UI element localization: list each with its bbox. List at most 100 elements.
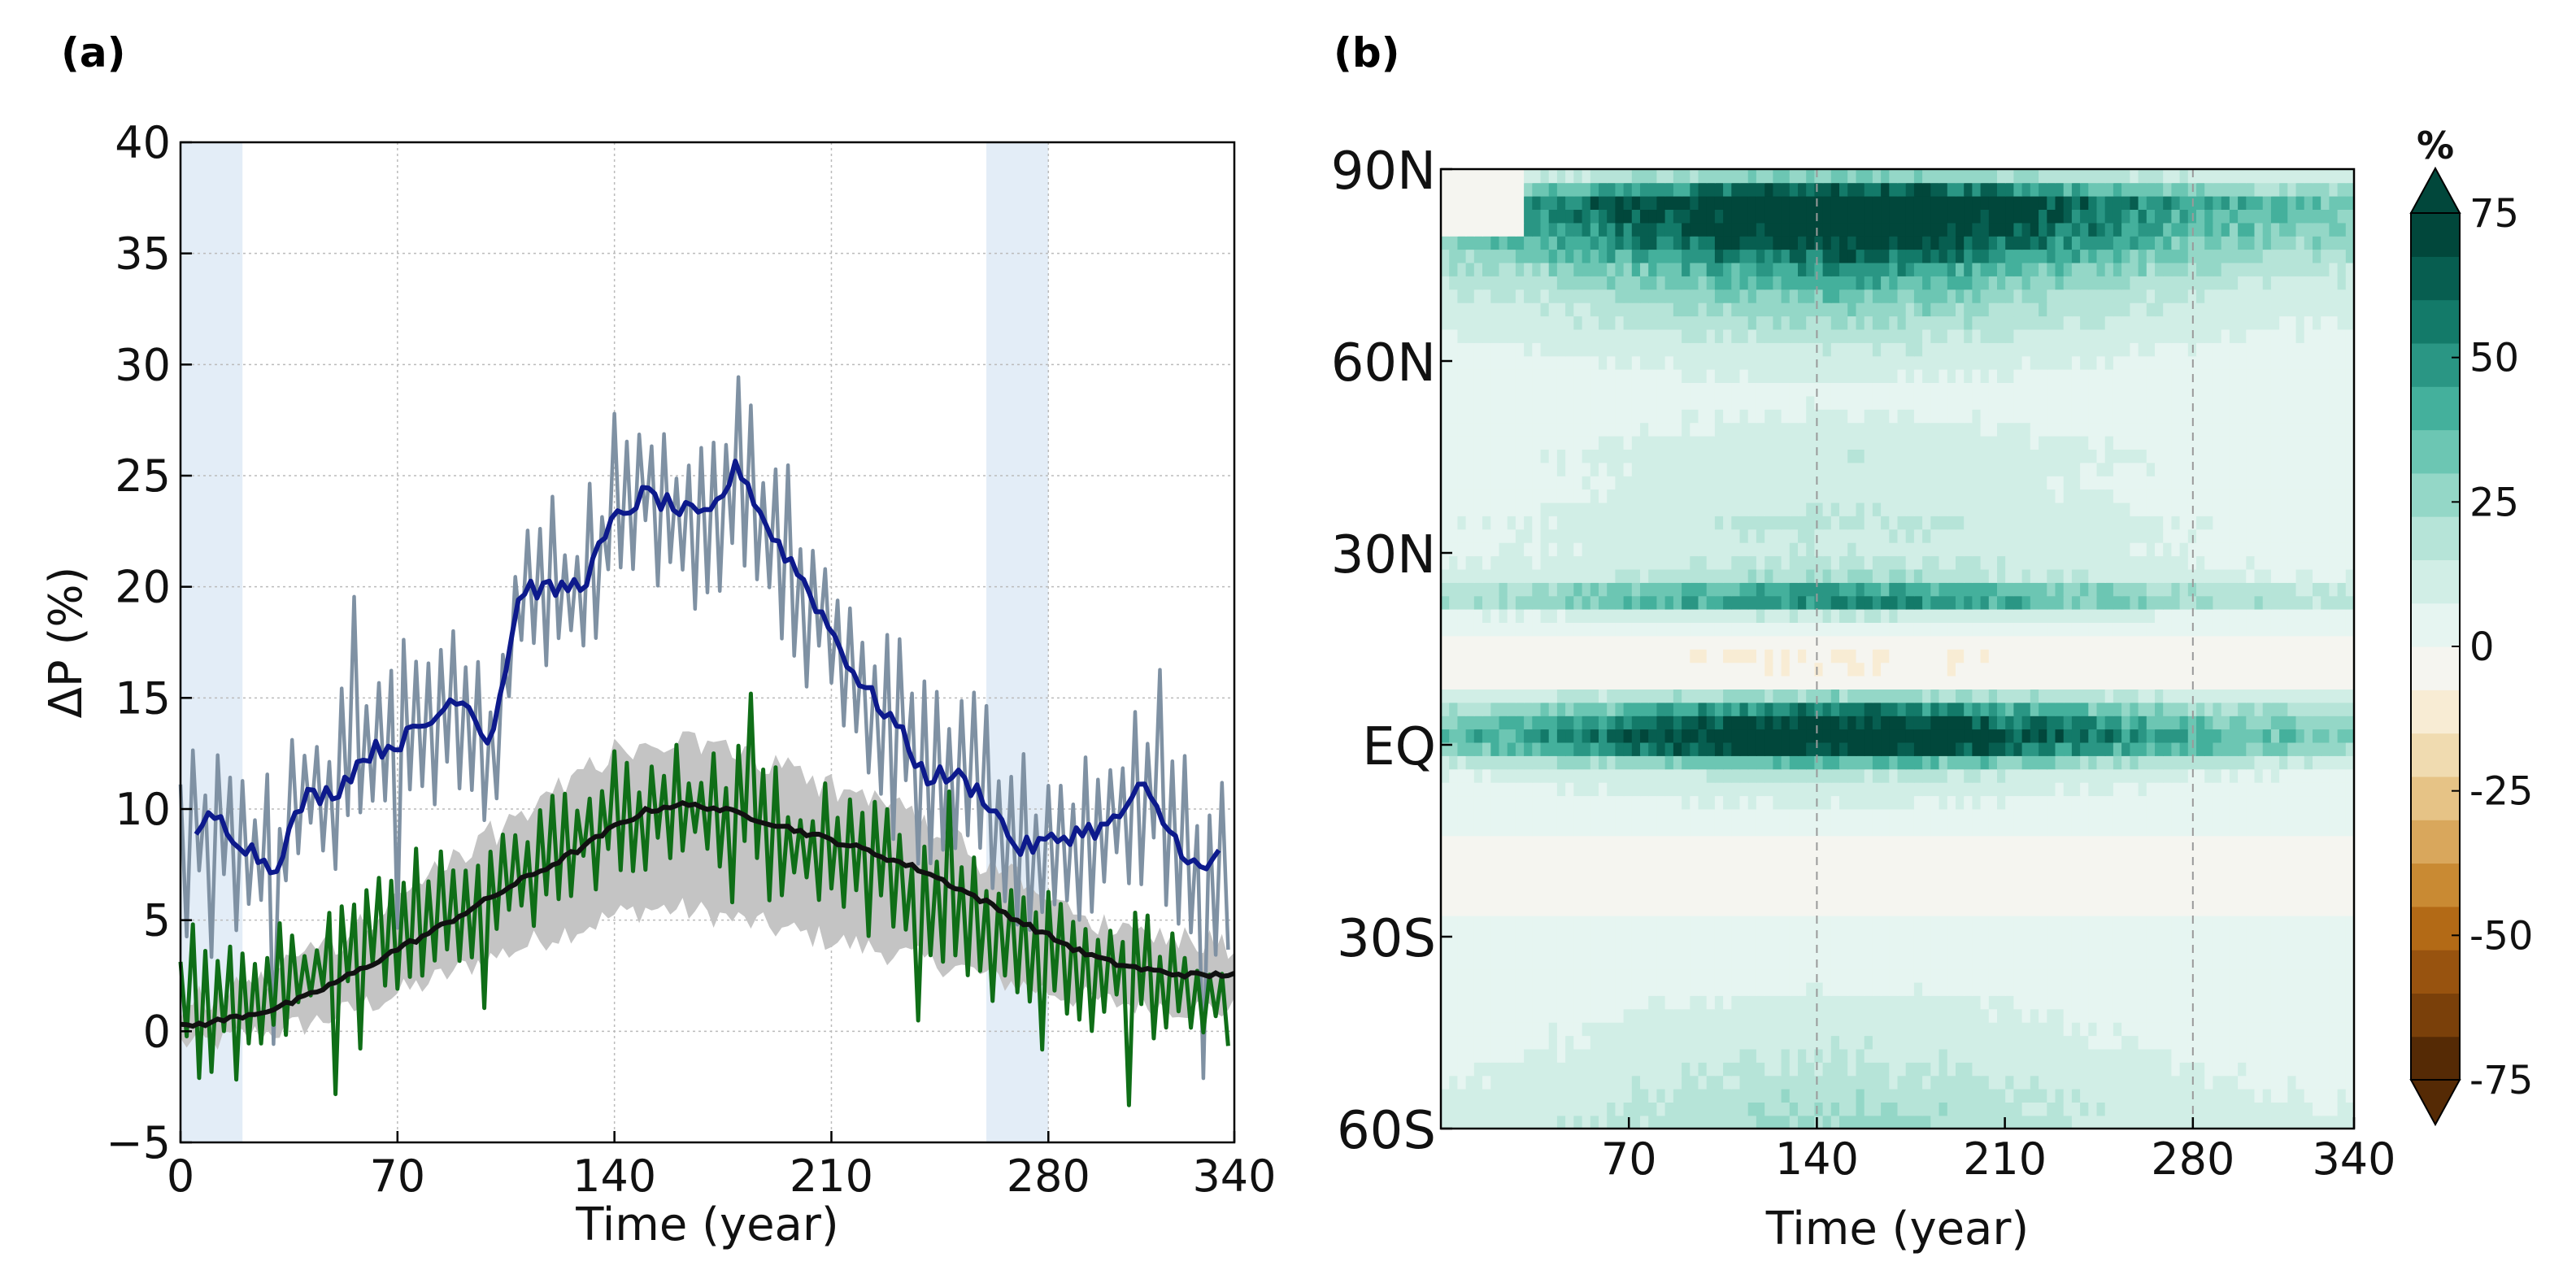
heatmap-cell bbox=[1822, 795, 1832, 810]
heatmap-cell bbox=[2270, 822, 2280, 837]
heatmap-cell bbox=[1441, 835, 1450, 850]
heatmap-cell bbox=[2295, 795, 2305, 810]
heatmap-cell bbox=[2146, 995, 2156, 1010]
heatmap-cell bbox=[1706, 995, 1716, 1010]
heatmap-cell bbox=[1457, 1008, 1467, 1023]
heatmap-cell bbox=[1739, 675, 1749, 690]
heatmap-cell bbox=[2329, 929, 2339, 943]
heatmap-cell bbox=[1548, 595, 1558, 610]
heatmap-cell bbox=[1556, 835, 1566, 850]
heatmap-cell bbox=[2204, 622, 2214, 637]
heatmap-cell bbox=[1930, 555, 1940, 570]
heatmap-cell bbox=[1690, 689, 1699, 703]
heatmap-cell bbox=[1830, 542, 1840, 557]
heatmap-cell bbox=[2171, 675, 2181, 690]
heatmap-cell bbox=[1930, 689, 1940, 703]
heatmap-cell bbox=[1482, 955, 1491, 970]
heatmap-cell bbox=[1897, 822, 1907, 837]
heatmap-cell bbox=[2262, 889, 2272, 903]
heatmap-cell bbox=[2088, 595, 2098, 610]
heatmap-cell bbox=[1789, 942, 1799, 956]
heatmap-cell bbox=[2345, 955, 2355, 970]
heatmap-cell bbox=[1499, 995, 1508, 1010]
heatmap-cell bbox=[2213, 529, 2222, 543]
heatmap-cell bbox=[2047, 942, 2056, 956]
heatmap-cell bbox=[2104, 902, 2114, 916]
heatmap-cell bbox=[1864, 902, 1873, 916]
heatmap-cell bbox=[2329, 568, 2339, 583]
heatmap-cell bbox=[2146, 702, 2156, 716]
heatmap-cell bbox=[1524, 595, 1534, 610]
heatmap-cell bbox=[2088, 689, 2098, 703]
heatmap-cell bbox=[1565, 795, 1575, 810]
heatmap-cell bbox=[1441, 1062, 1450, 1077]
heatmap-cell bbox=[2295, 568, 2305, 583]
heatmap-cell bbox=[1507, 675, 1516, 690]
heatmap-cell bbox=[2196, 568, 2205, 583]
heatmap-cell bbox=[1482, 1062, 1491, 1077]
heatmap-cell bbox=[2021, 742, 2031, 756]
heatmap-cell bbox=[1490, 1102, 1500, 1116]
heatmap-cell bbox=[2321, 848, 2330, 863]
heatmap-cell bbox=[1723, 1115, 1733, 1129]
heatmap-cell bbox=[1457, 808, 1467, 823]
heatmap-cell bbox=[1706, 1088, 1716, 1103]
heatmap-cell bbox=[1623, 781, 1633, 797]
heatmap-cell bbox=[1590, 555, 1599, 570]
heatmap-cell bbox=[1881, 649, 1891, 663]
heatmap-cell bbox=[2130, 955, 2139, 970]
heatmap-cell bbox=[1682, 875, 1691, 890]
heatmap-cell bbox=[1706, 542, 1716, 557]
heatmap-cell bbox=[1548, 755, 1558, 770]
heatmap-cell bbox=[1482, 1035, 1491, 1050]
heatmap-cell bbox=[1773, 742, 1782, 756]
heatmap-cell bbox=[1798, 768, 1807, 783]
heatmap-cell bbox=[2279, 822, 2289, 837]
heatmap-cell bbox=[1930, 835, 1940, 850]
heatmap-cell bbox=[1490, 889, 1500, 903]
heatmap-cell bbox=[1806, 768, 1816, 783]
heatmap-cell bbox=[1806, 795, 1816, 810]
heatmap-cell bbox=[1449, 635, 1459, 650]
heatmap-cell bbox=[1956, 755, 1965, 770]
heatmap-cell bbox=[1956, 795, 1965, 810]
heatmap-cell bbox=[1590, 675, 1599, 690]
heatmap-cell bbox=[2221, 582, 2230, 597]
heatmap-cell bbox=[1956, 822, 1965, 837]
heatmap-cell bbox=[2254, 875, 2264, 890]
heatmap-cell bbox=[1664, 808, 1674, 823]
heatmap-cell bbox=[1922, 715, 1932, 730]
heatmap-cell bbox=[1956, 1088, 1965, 1103]
heatmap-cell bbox=[1532, 968, 1542, 983]
heatmap-cell bbox=[1656, 781, 1666, 797]
heatmap-cell bbox=[1548, 915, 1558, 929]
heatmap-cell bbox=[1798, 781, 1807, 797]
heatmap-cell bbox=[2005, 715, 2015, 730]
heatmap-cell bbox=[1706, 689, 1716, 703]
heatmap-cell bbox=[1773, 875, 1782, 890]
heatmap-cell bbox=[1623, 968, 1633, 983]
heatmap-cell bbox=[2196, 955, 2205, 970]
heatmap-cell bbox=[1964, 755, 1973, 770]
heatmap-cell bbox=[1789, 1115, 1799, 1129]
heatmap-cell bbox=[1781, 768, 1791, 783]
heatmap-cell bbox=[2321, 729, 2330, 743]
heatmap-cell bbox=[1847, 742, 1857, 756]
heatmap-cell bbox=[1806, 1088, 1816, 1103]
heatmap-cell bbox=[1789, 702, 1799, 716]
heatmap-cell bbox=[2013, 822, 2023, 837]
heatmap-cell bbox=[2295, 555, 2305, 570]
heatmap-cell bbox=[1548, 848, 1558, 863]
heatmap-cell bbox=[1615, 582, 1625, 597]
heatmap-cell bbox=[1864, 875, 1873, 890]
heatmap-cell bbox=[1640, 835, 1649, 850]
heatmap-cell bbox=[2179, 1088, 2189, 1103]
heatmap-cell bbox=[2005, 808, 2015, 823]
heatmap-cell bbox=[2329, 755, 2339, 770]
heatmap-cell bbox=[1964, 768, 1973, 783]
heatmap-cell bbox=[1980, 1035, 1990, 1050]
heatmap-cell bbox=[1664, 835, 1674, 850]
heatmap-cell bbox=[2096, 1035, 2106, 1050]
heatmap-cell bbox=[1756, 1035, 1765, 1050]
heatmap-cell bbox=[1731, 715, 1741, 730]
